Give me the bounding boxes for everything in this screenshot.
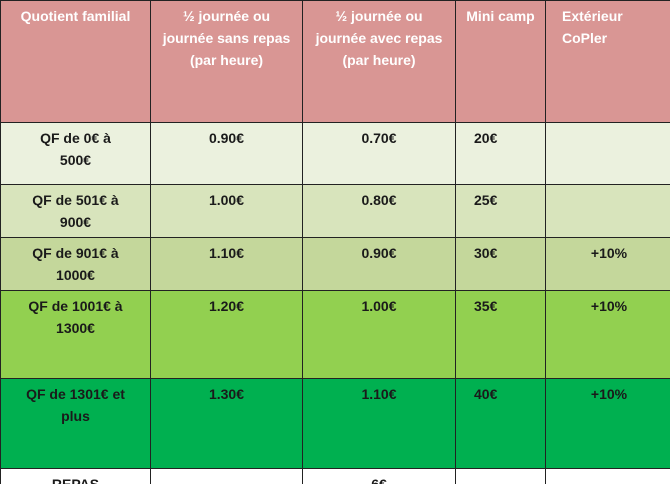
- empty-cell: [545, 468, 670, 484]
- table-body: QF de 0€ à 500€ 0.90€ 0.70€ 20€ QF de 501€ à…: [0, 122, 670, 484]
- price-cell: 0.70€: [302, 122, 456, 185]
- header-cell: Quotient familial: [0, 0, 151, 123]
- price-cell: 35€: [455, 290, 546, 379]
- header-cell: Extérieur CoPler: [545, 0, 670, 123]
- price-cell: 1.20€: [150, 290, 303, 379]
- table-row: QF de 901€ à 1000€ 1.10€ 0.90€ 30€ +10%: [0, 237, 670, 291]
- row-label: QF de 1001€ à 1300€: [0, 290, 151, 379]
- price-cell: 30€: [455, 237, 546, 291]
- price-cell: 0.90€: [302, 237, 456, 291]
- table-row: QF de 0€ à 500€ 0.90€ 0.70€ 20€: [0, 122, 670, 185]
- price-cell: 0.80€: [302, 184, 456, 238]
- empty-cell: [455, 468, 546, 484]
- price-cell: +10%: [545, 378, 670, 469]
- row-label: REPAS: [0, 468, 151, 484]
- row-label: QF de 1301€ et plus: [0, 378, 151, 469]
- price-cell: 6€: [302, 468, 456, 484]
- header-cell: ½ journée ou journée sans repas (par heu…: [150, 0, 303, 123]
- table-row: QF de 501€ à 900€ 1.00€ 0.80€ 25€: [0, 184, 670, 238]
- row-label: QF de 501€ à 900€: [0, 184, 151, 238]
- price-cell: 1.00€: [150, 184, 303, 238]
- price-cell: +10%: [545, 237, 670, 291]
- price-cell: 40€: [455, 378, 546, 469]
- price-cell: 1.10€: [302, 378, 456, 469]
- empty-cell: [545, 184, 670, 238]
- header-row: Quotient familial ½ journée ou journée sa…: [0, 0, 670, 123]
- price-cell: 20€: [455, 122, 546, 185]
- table-row: QF de 1301€ et plus 1.30€ 1.10€ 40€ +10%: [0, 378, 670, 469]
- price-cell: 25€: [455, 184, 546, 238]
- header-cell: Mini camp: [455, 0, 546, 123]
- price-cell: 1.00€: [302, 290, 456, 379]
- price-cell: 1.30€: [150, 378, 303, 469]
- table-row: REPAS 6€: [0, 468, 670, 484]
- row-label: QF de 901€ à 1000€: [0, 237, 151, 291]
- empty-cell: [150, 468, 303, 484]
- table-row: QF de 1001€ à 1300€ 1.20€ 1.00€ 35€ +10%: [0, 290, 670, 379]
- row-label: QF de 0€ à 500€: [0, 122, 151, 185]
- price-cell: 0.90€: [150, 122, 303, 185]
- header-cell: ½ journée ou journée avec repas (par heu…: [302, 0, 456, 123]
- price-cell: +10%: [545, 290, 670, 379]
- price-cell: 1.10€: [150, 237, 303, 291]
- empty-cell: [545, 122, 670, 185]
